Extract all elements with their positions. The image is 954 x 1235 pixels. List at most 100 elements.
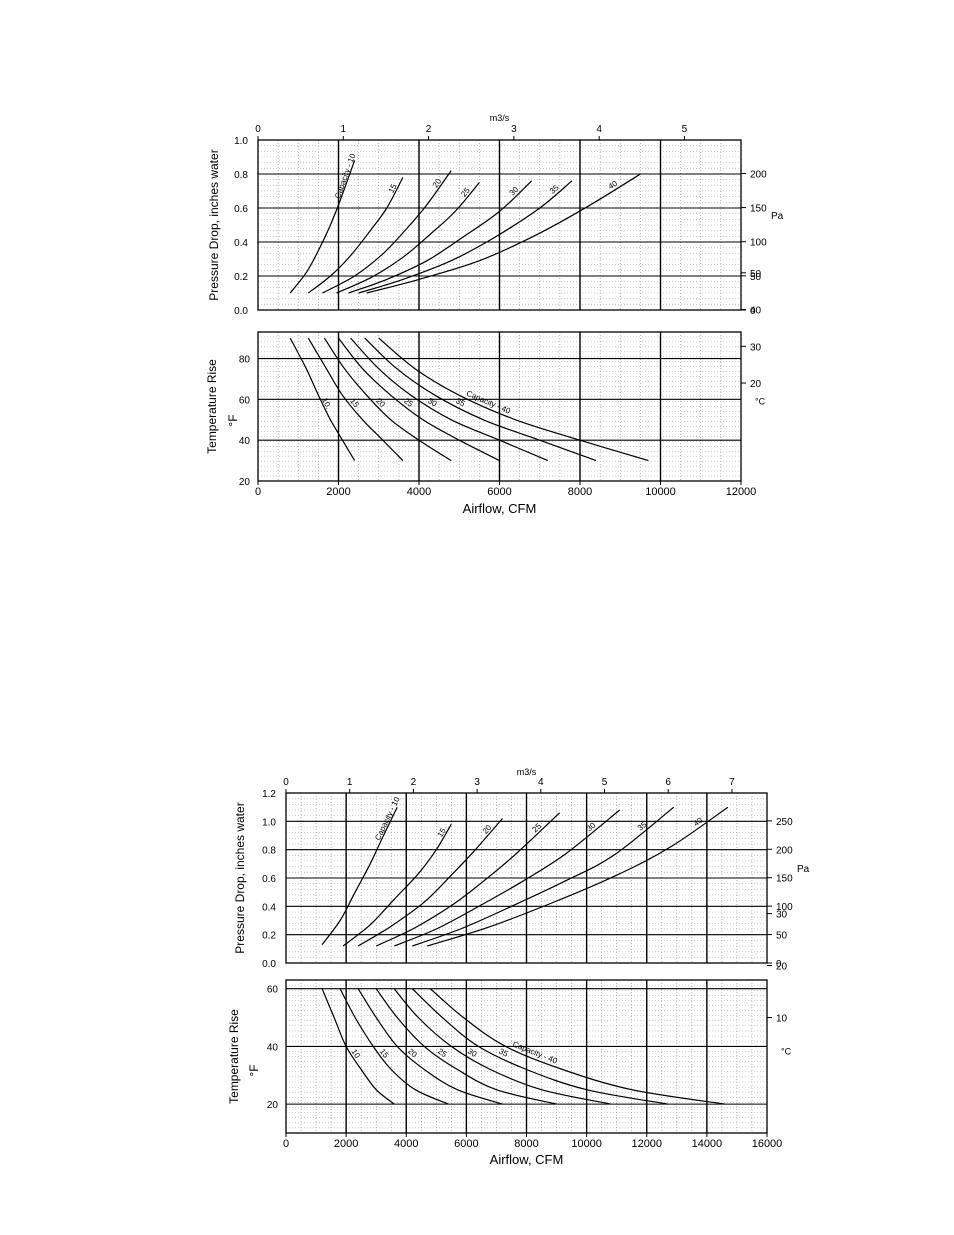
- temperature-curve-capacity-10: [321, 988, 395, 1105]
- celsius-tick-label: 10: [776, 1014, 788, 1025]
- pa-tick-label: 100: [776, 902, 793, 913]
- celsius-tick-label: 20: [750, 379, 762, 390]
- temperature-curve-capacity-25: [338, 337, 500, 462]
- top-tick-label: 2: [426, 124, 432, 135]
- pressure-curve-capacity-15: [307, 177, 404, 294]
- pa-tick-label: 200: [750, 169, 767, 180]
- top-tick-label: 3: [474, 777, 480, 788]
- pressure-y-tick-label: 1.2: [262, 789, 276, 800]
- temperature-curve-label: 15: [378, 1047, 391, 1060]
- x-tick-label: 8000: [568, 486, 592, 498]
- pressure-curve-capacity-10: [289, 160, 356, 294]
- pa-tick-label: 150: [750, 204, 767, 215]
- pressure-y-tick-label: 0.2: [262, 931, 276, 942]
- x-tick-label: 10000: [645, 486, 676, 498]
- pressure-curve-capacity-40: [366, 173, 641, 294]
- x-tick-label: 14000: [692, 1138, 723, 1150]
- pressure-curve-capacity-30: [348, 180, 533, 294]
- pressure-y-tick-label: 0.8: [234, 170, 248, 181]
- temperature-curve-label: 20: [406, 1047, 419, 1060]
- pressure-curve-label: 35: [548, 183, 561, 196]
- top-tick-label: 4: [538, 777, 544, 788]
- pressure-curve-label: 25: [459, 186, 472, 199]
- temperature-axis-title: Temperature Rise: [227, 1009, 241, 1104]
- x-axis-title: Airflow, CFM: [463, 501, 537, 516]
- chart-2: 0.00.20.40.60.81.01.2050100150200250Pa20…: [227, 767, 810, 1167]
- temperature-y-tick-label: 40: [239, 436, 251, 447]
- x-tick-label: 0: [255, 486, 261, 498]
- celsius-tick-label: 50: [750, 269, 762, 280]
- x-tick-label: 0: [283, 1138, 289, 1150]
- pressure-curve-capacity-20: [322, 170, 452, 294]
- pa-tick-label: 50: [750, 272, 762, 283]
- pressure-curve-capacity-25: [336, 182, 480, 294]
- temperature-y-tick-label: 20: [239, 477, 251, 488]
- temperature-curve-capacity-15: [339, 988, 449, 1105]
- temperature-curve-capacity-25: [375, 988, 557, 1105]
- fahrenheit-unit-label: °F: [226, 414, 240, 426]
- pressure-curve-label: 40: [692, 815, 705, 828]
- x-tick-label: 6000: [487, 486, 511, 498]
- temperature-y-tick-label: 20: [267, 1100, 279, 1111]
- pressure-curve-capacity-10: [321, 806, 398, 945]
- pressure-y-tick-label: 0.6: [234, 204, 248, 215]
- x-tick-label: 6000: [454, 1138, 478, 1150]
- temperature-y-tick-label: 60: [239, 395, 251, 406]
- temperature-curve-capacity-15: [307, 337, 404, 462]
- top-tick-label: 4: [596, 124, 602, 135]
- temperature-curve-label: 35: [454, 396, 466, 408]
- temperature-curve-label: Capacity - 40: [465, 389, 512, 416]
- pressure-curve-label: 40: [607, 179, 620, 192]
- top-tick-label: 1: [341, 124, 347, 135]
- pa-tick-label: 200: [776, 845, 793, 856]
- celsius-tick-label: 30: [776, 910, 788, 921]
- top-axis-label: m3/s: [517, 767, 537, 777]
- pressure-curve-label: 20: [481, 823, 494, 836]
- x-tick-label: 10000: [571, 1138, 602, 1150]
- pressure-curve-capacity-25: [375, 812, 561, 947]
- pressure-curve-capacity-35: [358, 180, 573, 294]
- temperature-curve-capacity-10: [289, 337, 356, 461]
- celsius-tick-label: 40: [750, 306, 762, 317]
- x-tick-label: 12000: [631, 1138, 662, 1150]
- pressure-y-tick-label: 0.2: [234, 272, 248, 283]
- celsius-axis-label: °C: [781, 1047, 792, 1057]
- x-tick-label: 4000: [394, 1138, 418, 1150]
- pressure-curve-label: 30: [508, 185, 521, 198]
- temperature-curve-capacity-20: [323, 337, 452, 462]
- x-tick-label: 12000: [726, 486, 757, 498]
- top-tick-label: 5: [682, 124, 688, 135]
- pressure-y-tick-label: 0.4: [262, 902, 276, 913]
- temperature-curve-capacity-35: [364, 337, 597, 462]
- pressure-curve-capacity-35: [412, 806, 675, 947]
- pressure-curve-label: 15: [436, 826, 449, 839]
- temperature-curve-capacity-30: [350, 337, 549, 462]
- top-tick-label: 5: [602, 777, 608, 788]
- temperature-y-tick-label: 40: [267, 1042, 279, 1053]
- temperature-curve-capacity-40: [378, 337, 649, 462]
- pa-tick-label: 0: [750, 306, 756, 317]
- temperature-curve-label: 10.: [320, 396, 333, 410]
- pa-tick-label: 100: [750, 238, 767, 249]
- pa-axis-label: Pa: [797, 864, 810, 875]
- x-tick-label: 2000: [334, 1138, 358, 1150]
- pa-tick-label: 150: [776, 874, 793, 885]
- fahrenheit-unit-label: °F: [247, 1064, 261, 1076]
- pa-axis-label: Pa: [771, 211, 784, 222]
- temperature-y-tick-label: 80: [239, 355, 251, 366]
- temperature-curve-capacity-35: [411, 988, 668, 1105]
- pressure-curve-capacity-20: [357, 818, 503, 947]
- top-tick-label: 3: [511, 124, 517, 135]
- temperature-y-tick-label: 60: [267, 985, 279, 996]
- pressure-curve-label: 15: [387, 182, 399, 195]
- temperature-curve-capacity-20: [357, 988, 503, 1105]
- pressure-panel-frame: [257, 139, 742, 311]
- celsius-tick-label: 30: [750, 342, 762, 353]
- temperature-curve-label: 15: [348, 397, 361, 410]
- x-tick-label: 16000: [752, 1138, 783, 1150]
- top-tick-label: 0: [255, 124, 261, 135]
- temperature-axis-title: Temperature Rise: [205, 359, 219, 454]
- temperature-curve-label: 10: [349, 1047, 362, 1060]
- pressure-curve-label: 20: [431, 176, 444, 189]
